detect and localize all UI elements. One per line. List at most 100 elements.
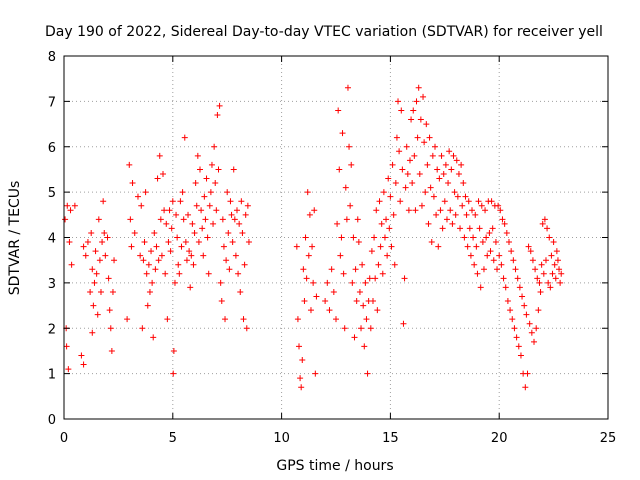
data-point <box>505 239 512 246</box>
data-point <box>220 243 227 250</box>
data-point <box>199 225 206 232</box>
data-point <box>298 384 305 391</box>
data-point <box>232 252 239 259</box>
data-point <box>418 202 425 209</box>
data-point <box>216 102 223 109</box>
data-point <box>470 234 477 241</box>
data-point <box>360 302 367 309</box>
data-point <box>453 157 460 164</box>
data-point <box>511 325 518 332</box>
data-point <box>450 152 457 159</box>
data-point <box>223 257 230 264</box>
data-point <box>538 261 545 268</box>
data-point <box>243 325 250 332</box>
data-point <box>164 316 171 323</box>
data-point <box>527 248 534 255</box>
data-point <box>549 270 556 277</box>
data-point <box>420 93 427 100</box>
data-point <box>362 279 369 286</box>
data-point <box>396 148 403 155</box>
x-tick-label: 25 <box>600 431 617 446</box>
data-point <box>487 248 494 255</box>
data-point <box>466 225 473 232</box>
data-point <box>500 275 507 282</box>
data-point <box>474 270 481 277</box>
data-point <box>324 279 331 286</box>
data-point <box>434 166 441 173</box>
data-point <box>175 261 182 268</box>
data-point <box>194 152 201 159</box>
data-point <box>364 370 371 377</box>
data-point <box>392 180 399 187</box>
data-point <box>402 184 409 191</box>
data-point <box>208 161 215 168</box>
data-point <box>522 384 529 391</box>
data-point <box>465 198 472 205</box>
data-point <box>395 98 402 105</box>
data-point <box>521 302 528 309</box>
data-point <box>405 207 412 214</box>
data-point <box>210 220 217 227</box>
data-point <box>488 198 495 205</box>
data-point <box>377 243 384 250</box>
data-point <box>80 243 87 250</box>
data-point <box>464 243 471 250</box>
data-point <box>68 261 75 268</box>
data-point <box>486 229 493 236</box>
data-point <box>529 257 536 264</box>
data-point <box>545 279 552 286</box>
data-point <box>528 329 535 336</box>
data-point <box>398 107 405 114</box>
data-point <box>462 193 469 200</box>
data-point <box>180 216 187 223</box>
data-point <box>156 152 163 159</box>
data-point <box>189 220 196 227</box>
data-point <box>504 298 511 305</box>
data-point <box>380 189 387 196</box>
data-point <box>514 275 521 282</box>
y-axis-label: SDTVAR / TECUs <box>7 181 23 296</box>
data-point <box>64 202 71 209</box>
data-point <box>145 261 152 268</box>
data-point <box>111 257 118 264</box>
data-point <box>469 207 475 214</box>
data-point <box>503 229 510 236</box>
data-point <box>378 220 385 227</box>
data-point <box>467 252 474 259</box>
data-point <box>293 243 300 250</box>
data-point <box>63 343 70 350</box>
data-point <box>343 216 350 223</box>
data-point <box>490 257 497 264</box>
data-point <box>306 211 313 218</box>
data-point <box>410 107 417 114</box>
data-point <box>197 166 203 173</box>
data-point <box>366 275 373 282</box>
y-tick-label: 3 <box>48 277 56 292</box>
data-point <box>373 207 380 214</box>
data-point <box>294 316 301 323</box>
data-point <box>139 325 146 332</box>
data-point <box>237 288 244 295</box>
data-point <box>231 216 238 223</box>
data-point <box>207 189 214 196</box>
data-point <box>146 288 153 295</box>
data-point <box>524 370 531 377</box>
data-point <box>446 148 453 155</box>
data-point <box>101 229 108 236</box>
data-point <box>157 216 164 223</box>
data-point <box>158 252 165 259</box>
data-point <box>544 225 551 232</box>
data-point <box>149 279 156 286</box>
y-tick-label: 8 <box>48 50 56 65</box>
data-point <box>541 216 548 223</box>
data-point <box>498 261 505 268</box>
data-point <box>454 193 461 200</box>
data-point <box>124 316 131 323</box>
data-point <box>140 257 147 264</box>
data-point <box>557 279 564 286</box>
data-point <box>352 266 359 273</box>
data-point <box>238 198 245 205</box>
data-point <box>401 275 408 282</box>
data-point <box>244 202 251 209</box>
